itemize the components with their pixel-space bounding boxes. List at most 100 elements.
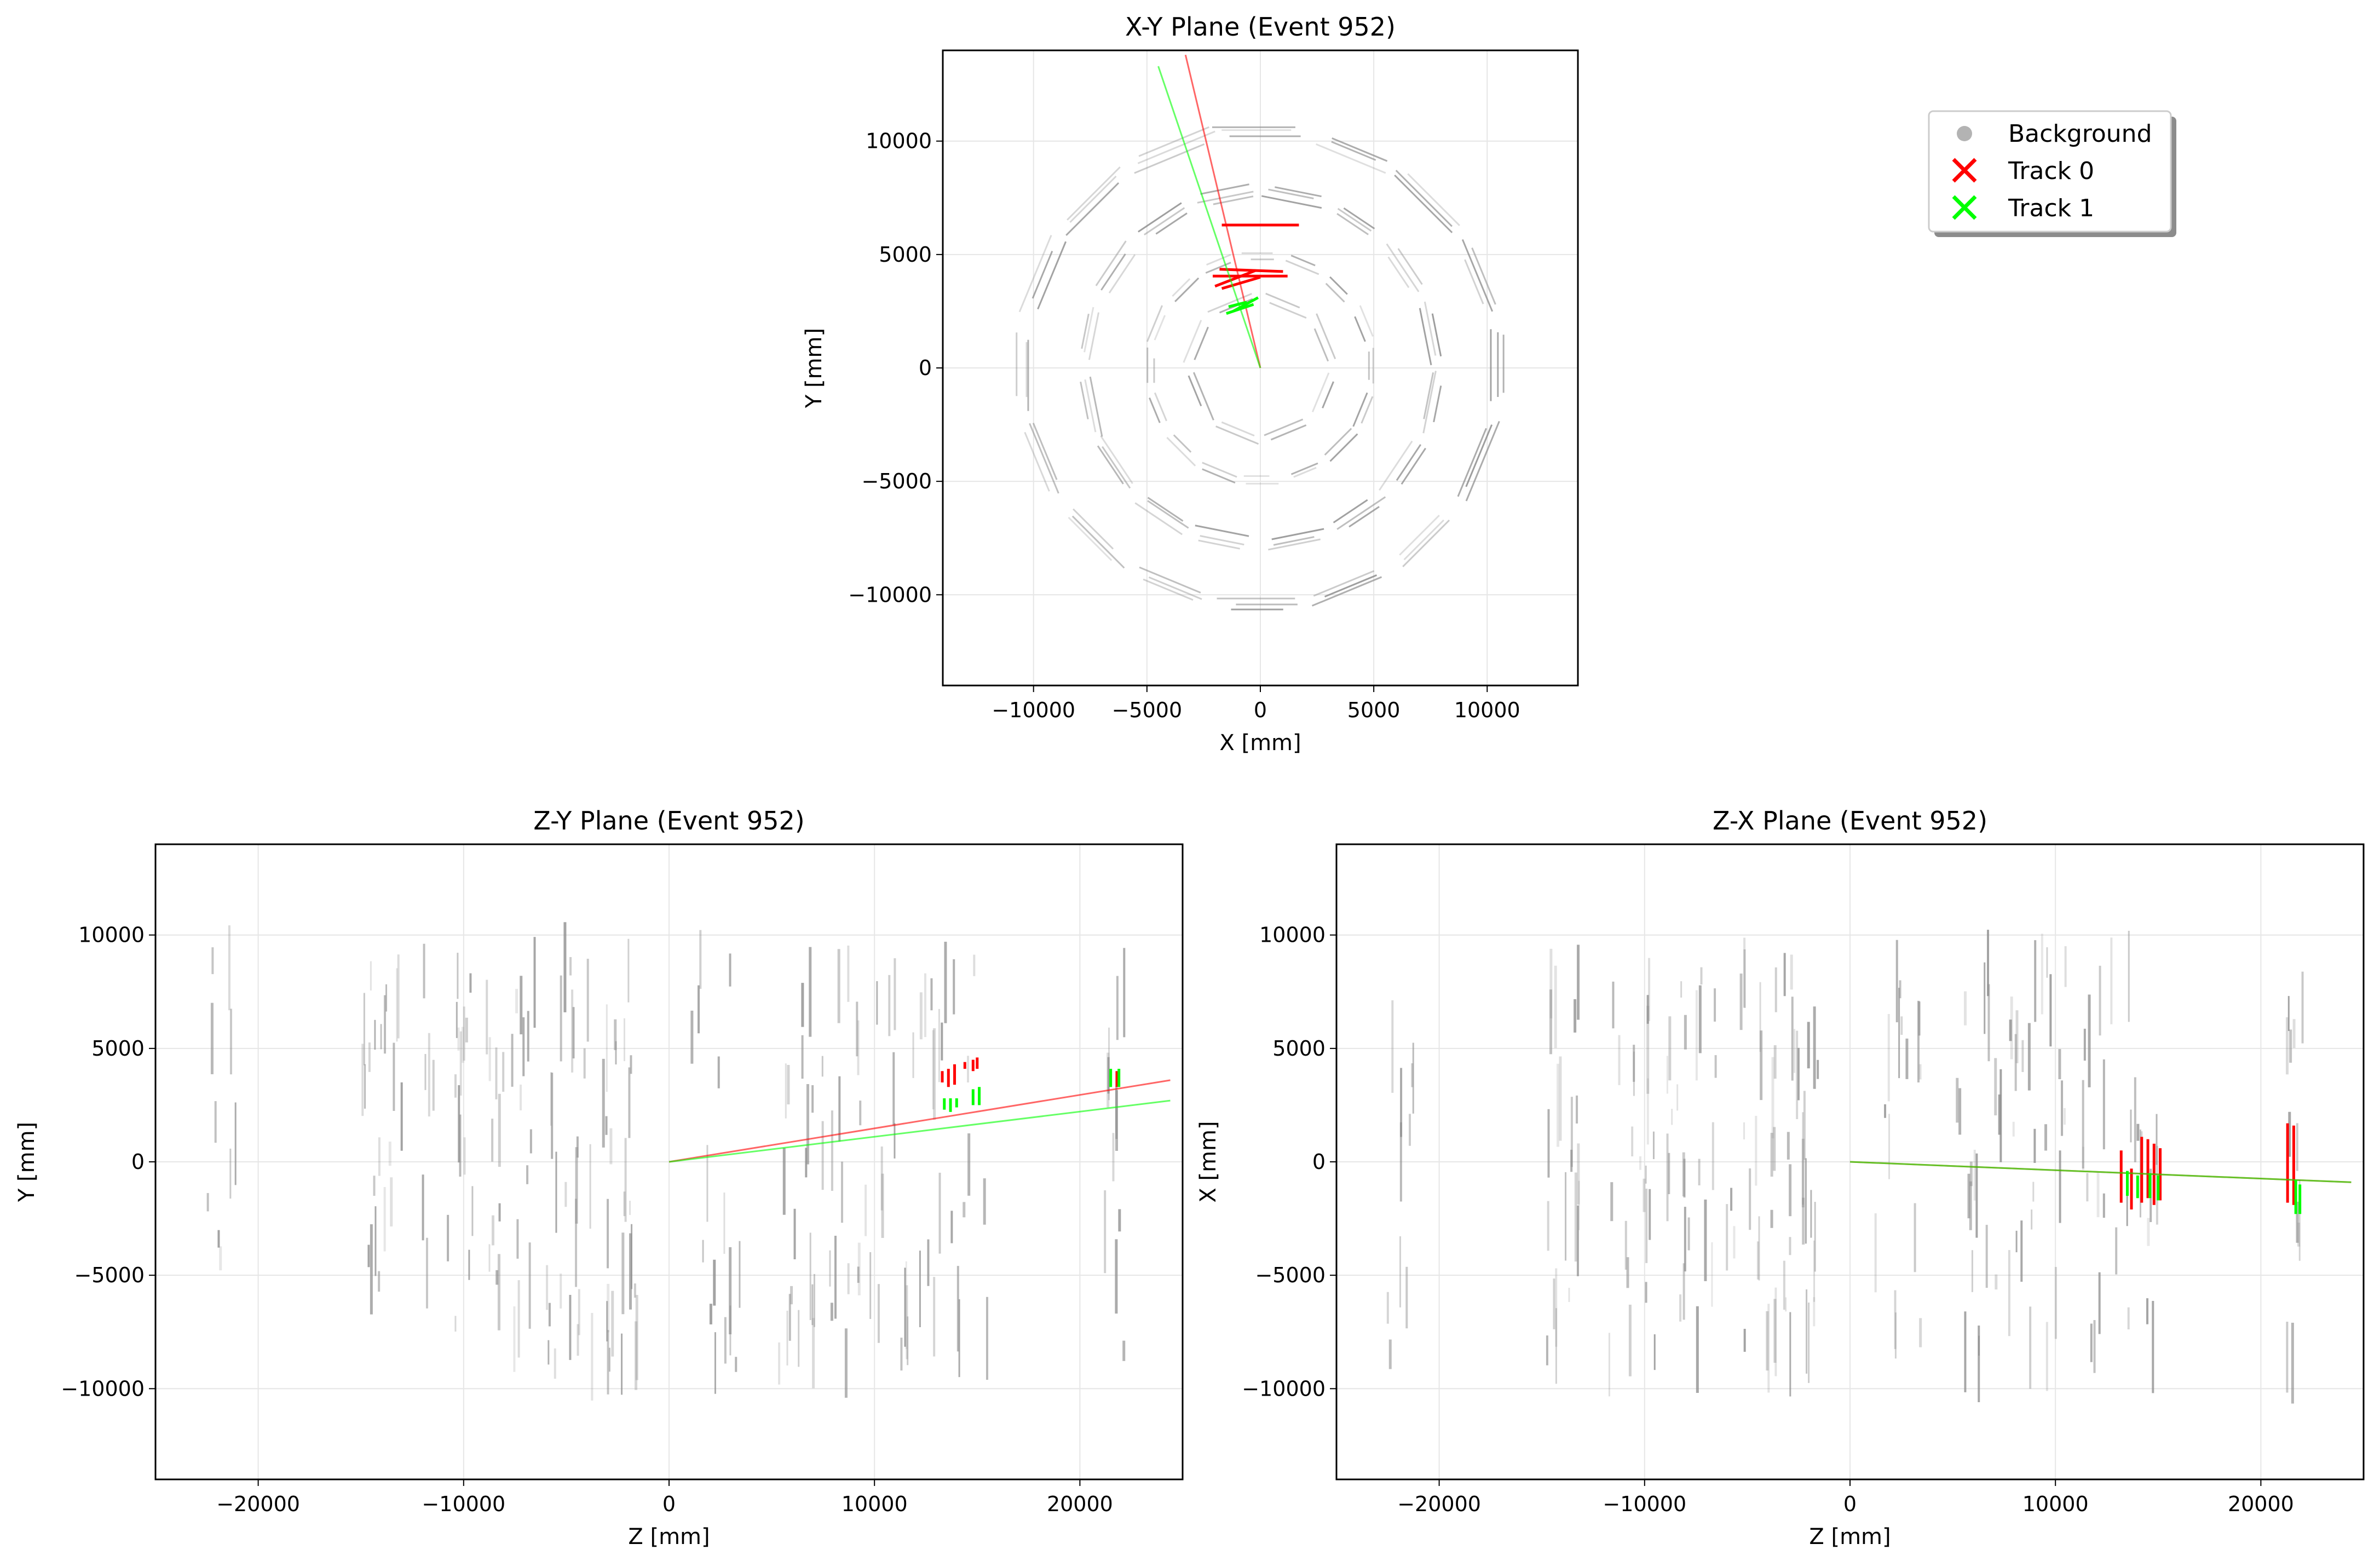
- xy-background-hit: [1337, 208, 1372, 232]
- xy-background-hit: [1457, 428, 1487, 497]
- xy-background-hit: [1461, 239, 1494, 312]
- xy-background-hit: [1084, 379, 1097, 433]
- xy-background-hit: [1166, 437, 1196, 466]
- xy-background-hit: [1108, 254, 1136, 293]
- xy-background-hit: [1192, 372, 1214, 420]
- xy-background-hit: [1290, 462, 1318, 475]
- xy-background-hit: [1197, 191, 1254, 204]
- xy-track-0-fit-line: [1184, 54, 1261, 368]
- xy-background-hit: [1325, 283, 1345, 303]
- xy-background-hit: [1431, 313, 1442, 356]
- xy-background-hit: [1071, 515, 1125, 569]
- xy-background-hit: [1073, 508, 1114, 550]
- legend-track-1-marker: [1952, 195, 1977, 220]
- zy-track-1-fit-line: [669, 1099, 1171, 1163]
- xy-background-hit: [1202, 468, 1236, 484]
- xy-track-0-hit: [1219, 268, 1283, 273]
- xy-background-hit: [1068, 516, 1113, 561]
- xy-background-hit: [1336, 496, 1386, 530]
- xy-background-hit: [1354, 316, 1366, 342]
- xy-background-hit: [1194, 326, 1209, 360]
- zx-x-tick-label: 20000: [2228, 1492, 2294, 1516]
- zy-x-axis-label: Z [mm]: [628, 1524, 710, 1549]
- xy-background-hit: [1154, 315, 1166, 341]
- xy-background-hit: [1275, 186, 1322, 198]
- xy-background-hit: [1067, 166, 1121, 221]
- xy-background-hit: [1095, 240, 1127, 286]
- xy-background-hit: [1100, 435, 1133, 484]
- xy-background-hit: [1329, 276, 1348, 295]
- xy-background-hit: [1018, 235, 1052, 313]
- xy-background-hit: [1138, 202, 1182, 233]
- xy-background-hit: [1143, 578, 1194, 601]
- legend-track-0-label: Track 0: [2008, 157, 2094, 185]
- xy-background-hit: [1311, 576, 1382, 607]
- xy-x-tick-label: −5000: [1112, 698, 1183, 722]
- xy-track-hits: [1157, 54, 1299, 368]
- zy-x-tick-label: 10000: [842, 1492, 908, 1516]
- xy-background-hit: [1293, 466, 1317, 478]
- legend-track-1-label: Track 1: [2008, 194, 2094, 222]
- xy-background-hit: [1424, 301, 1437, 356]
- xy-background-hit: [1149, 397, 1161, 423]
- xy-background-hit: [1154, 392, 1167, 422]
- xy-background-hit: [1100, 254, 1126, 291]
- xy-background-hit: [1221, 421, 1255, 437]
- xy-background-hit: [1134, 143, 1205, 174]
- xy-background-hit: [1268, 188, 1314, 200]
- xy-background-hit: [1359, 305, 1374, 337]
- zy-x-tick-label: 0: [662, 1492, 676, 1516]
- xy-background-hit: [1401, 447, 1426, 485]
- zy-x-ticks: −20000 −10000 0 10000 20000: [216, 1479, 1113, 1516]
- xy-background-hit: [1172, 278, 1191, 297]
- xy-background-hit: [1207, 293, 1252, 313]
- xy-background-hit: [1206, 254, 1231, 266]
- xy-plot-title: X-Y Plane (Event 952): [1125, 12, 1396, 42]
- xy-background-hit: [1200, 183, 1249, 195]
- xy-background-hit: [1316, 313, 1336, 359]
- zy-plane-plot: Z-Y Plane (Event 952) −20000 −10000 0 10000…: [14, 806, 1184, 1549]
- xy-background-hit: [1268, 538, 1321, 551]
- zy-y-tick-label: −5000: [74, 1263, 145, 1287]
- xy-background-hit: [1324, 428, 1352, 456]
- xy-background-hit: [1037, 241, 1067, 310]
- zx-background-hits: [1386, 930, 2304, 1404]
- xy-background-hit: [1205, 262, 1231, 274]
- xy-background-hit: [1352, 392, 1368, 427]
- xy-background-hit: [1402, 520, 1450, 567]
- xy-background-hit: [1261, 195, 1322, 209]
- xy-background-hit: [1183, 320, 1202, 363]
- xy-background-hit: [1081, 313, 1090, 349]
- xy-background-hit: [1188, 375, 1202, 407]
- xy-y-tick-label: 5000: [879, 243, 932, 267]
- xy-background-hit: [1202, 462, 1237, 478]
- zx-track-1-fit-line: [1849, 1161, 2352, 1183]
- zx-plane-plot: Z-X Plane (Event 952) −20000 −10000 0 10000…: [1196, 806, 2365, 1549]
- xy-track-1-hit: [1228, 301, 1247, 308]
- xy-background-hit: [1336, 212, 1369, 235]
- xy-background-hit: [1407, 173, 1460, 227]
- xy-background-hit: [1423, 372, 1434, 419]
- xy-background-hit: [1084, 307, 1094, 353]
- zx-x-tick-label: −10000: [1603, 1492, 1686, 1516]
- xy-background-hit: [1173, 434, 1192, 453]
- zx-x-axis-label: Z [mm]: [1809, 1524, 1891, 1549]
- xy-background-hit: [1147, 500, 1189, 529]
- xy-background-hit: [1200, 535, 1244, 546]
- xy-y-ticks: −10000 −5000 0 5000 10000: [848, 129, 943, 607]
- xy-background-hit: [1395, 170, 1453, 227]
- xy-x-tick-label: −10000: [992, 698, 1075, 722]
- xy-background-hit: [1270, 424, 1307, 441]
- xy-background-hit: [1155, 212, 1188, 235]
- legend-background-marker: [1957, 126, 1972, 141]
- xy-background-hit: [1396, 444, 1422, 481]
- xy-background-hit: [1471, 247, 1496, 305]
- xy-background-hit: [1102, 446, 1131, 489]
- xy-background-hit: [1464, 259, 1484, 304]
- xy-background-hit: [1349, 506, 1380, 528]
- xy-track-1-fit-line: [1157, 66, 1261, 368]
- xy-background-hit: [1316, 143, 1386, 174]
- xy-background-hit: [1311, 372, 1330, 412]
- xy-y-tick-label: −5000: [861, 469, 932, 493]
- zx-y-tick-label: 10000: [1259, 923, 1326, 947]
